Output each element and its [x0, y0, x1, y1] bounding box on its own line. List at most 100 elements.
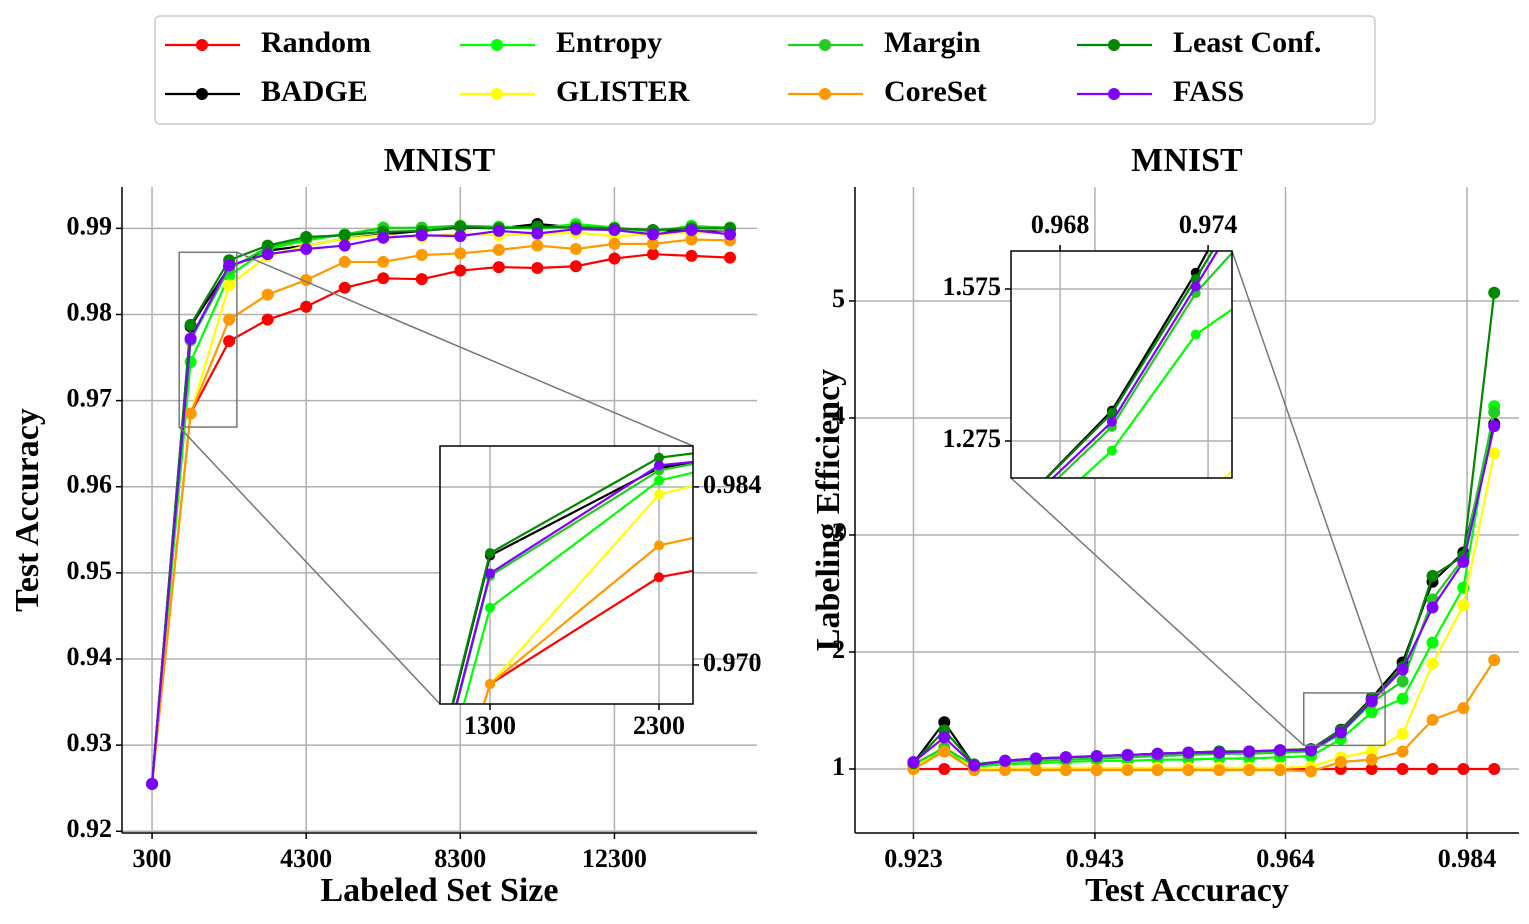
series-point — [1488, 420, 1501, 433]
series-point — [377, 272, 390, 285]
series-point — [942, 494, 952, 504]
legend-label: GLISTER — [556, 75, 690, 108]
series-point — [942, 570, 952, 580]
legend-label: FASS — [1173, 75, 1244, 108]
series-point — [646, 248, 659, 261]
legend-label: Margin — [884, 26, 981, 59]
inset-plot — [360, 135, 1529, 590]
series-line — [150, 225, 731, 784]
series-point — [942, 580, 952, 590]
inset-y-tick-label: 0.984 — [703, 470, 762, 499]
series-point — [415, 249, 428, 262]
legend-marker — [491, 39, 503, 51]
inset-frame — [439, 445, 694, 705]
inset-x-tick-label: 0.968 — [1031, 210, 1090, 239]
series-point — [1330, 411, 1340, 421]
series-point — [1488, 406, 1501, 419]
legend-label: Least Conf. — [1173, 26, 1321, 59]
series-point — [1213, 746, 1226, 759]
series-point — [1488, 654, 1501, 667]
series-point — [184, 332, 197, 345]
series-point — [485, 679, 496, 690]
series-point — [1213, 764, 1226, 777]
series-point — [454, 220, 467, 233]
series-point — [300, 300, 313, 313]
series-point — [776, 499, 786, 509]
series-point — [1426, 657, 1439, 670]
series-point — [1304, 765, 1317, 778]
legend-marker — [196, 88, 208, 100]
series-point — [1029, 764, 1042, 777]
series-point — [569, 223, 582, 236]
series-point — [492, 261, 505, 274]
series-point — [1025, 575, 1035, 585]
series-point — [1151, 764, 1164, 777]
legend-marker — [1108, 88, 1120, 100]
x-tick-label: 12300 — [582, 844, 647, 873]
series-point — [646, 228, 659, 241]
series-point — [360, 525, 370, 535]
series-point — [1426, 569, 1439, 582]
y-tick-label: 0.95 — [67, 556, 113, 585]
series-point — [938, 731, 951, 744]
series-point — [1275, 575, 1285, 585]
series-point — [1190, 329, 1201, 340]
series-point — [1499, 481, 1509, 491]
series-point — [1356, 363, 1366, 373]
y-tick-label: 0.92 — [67, 814, 113, 843]
series-point — [377, 231, 390, 244]
series-point — [685, 249, 698, 262]
series-point — [1106, 445, 1117, 456]
series-point — [1107, 525, 1117, 535]
series-point — [654, 452, 665, 463]
series-point — [1524, 575, 1529, 585]
series-point — [1274, 744, 1287, 757]
series-point — [654, 489, 665, 500]
chart-title: MNIST — [384, 142, 496, 179]
series-point — [1426, 636, 1439, 649]
series-point — [693, 504, 703, 514]
series-point — [1121, 748, 1134, 761]
series-point — [1396, 692, 1409, 705]
series-point — [415, 273, 428, 286]
y-tick-label: 1 — [832, 752, 845, 781]
series-point — [1275, 135, 1285, 145]
series-point — [1191, 575, 1201, 585]
series-point — [858, 499, 868, 509]
zoom-connector — [178, 426, 441, 705]
series-point — [1191, 499, 1201, 509]
series-point — [146, 777, 159, 790]
chart-title: MNIST — [1131, 142, 1243, 179]
legend-marker — [819, 39, 831, 51]
series-point — [184, 407, 197, 420]
series-point — [776, 504, 786, 514]
series-point — [693, 504, 703, 514]
y-axis-label: Test Accuracy — [9, 408, 46, 612]
series-point — [531, 239, 544, 252]
x-axis-label: Labeled Set Size — [321, 872, 559, 909]
series-point — [693, 580, 703, 590]
series-point — [1275, 499, 1285, 509]
series-point — [338, 229, 351, 242]
series-point — [569, 243, 582, 256]
series-point — [1191, 535, 1201, 545]
series-point — [1365, 753, 1378, 766]
x-tick-label: 0.984 — [1438, 844, 1497, 873]
series-point — [1107, 545, 1117, 555]
series-point — [1304, 744, 1317, 757]
series-point — [531, 227, 544, 240]
series-point — [485, 602, 496, 613]
series-point — [261, 313, 274, 326]
series-point — [261, 248, 274, 261]
series-point — [1396, 663, 1409, 676]
series-point — [1499, 418, 1509, 428]
legend-label: BADGE — [261, 75, 368, 108]
series-point — [223, 279, 236, 292]
inset-frame — [1010, 250, 1233, 479]
series-point — [968, 759, 981, 772]
legend-marker — [1108, 39, 1120, 51]
series-point — [223, 313, 236, 326]
series-point — [1440, 312, 1450, 322]
series-point — [858, 509, 868, 519]
series-line — [912, 452, 1496, 771]
